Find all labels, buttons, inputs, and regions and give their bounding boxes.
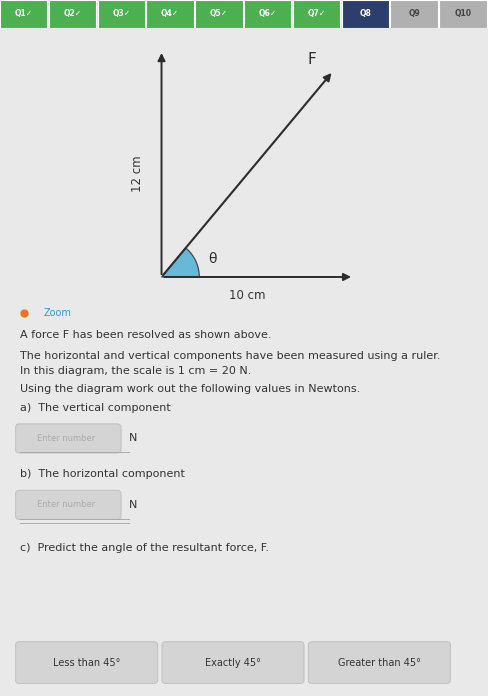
Bar bbox=[98, 0, 145, 28]
Text: Q1✓: Q1✓ bbox=[15, 10, 33, 18]
Text: Q7✓: Q7✓ bbox=[307, 10, 325, 18]
Text: θ: θ bbox=[208, 252, 217, 267]
Text: Q9: Q9 bbox=[408, 10, 420, 18]
FancyBboxPatch shape bbox=[162, 642, 304, 683]
FancyBboxPatch shape bbox=[308, 642, 450, 683]
Text: Exactly 45°: Exactly 45° bbox=[205, 658, 261, 667]
FancyBboxPatch shape bbox=[16, 491, 121, 519]
Bar bbox=[293, 0, 340, 28]
Text: N: N bbox=[129, 500, 138, 510]
Text: Q8: Q8 bbox=[359, 10, 371, 18]
Bar bbox=[195, 0, 243, 28]
Bar bbox=[244, 0, 291, 28]
Bar bbox=[49, 0, 96, 28]
Text: Q3✓: Q3✓ bbox=[112, 10, 130, 18]
Text: F: F bbox=[307, 52, 316, 67]
Text: Q2✓: Q2✓ bbox=[63, 10, 81, 18]
Text: The horizontal and vertical components have been measured using a ruler.: The horizontal and vertical components h… bbox=[20, 351, 440, 361]
Text: 12 cm: 12 cm bbox=[131, 156, 144, 192]
Text: In this diagram, the scale is 1 cm = 20 N.: In this diagram, the scale is 1 cm = 20 … bbox=[20, 365, 251, 376]
Text: A force F has been resolved as shown above.: A force F has been resolved as shown abo… bbox=[20, 331, 271, 340]
FancyBboxPatch shape bbox=[16, 642, 158, 683]
FancyBboxPatch shape bbox=[16, 424, 121, 453]
Text: Q5✓: Q5✓ bbox=[210, 10, 228, 18]
Bar bbox=[342, 0, 389, 28]
Text: 10 cm: 10 cm bbox=[229, 290, 265, 302]
Bar bbox=[0, 0, 47, 28]
Text: Less than 45°: Less than 45° bbox=[53, 658, 121, 667]
Text: Greater than 45°: Greater than 45° bbox=[338, 658, 421, 667]
Bar bbox=[146, 0, 194, 28]
Text: a)  The vertical component: a) The vertical component bbox=[20, 403, 170, 413]
Wedge shape bbox=[162, 248, 199, 277]
Text: Using the diagram work out the following values in Newtons.: Using the diagram work out the following… bbox=[20, 384, 360, 394]
Text: N: N bbox=[129, 434, 138, 443]
Text: c)  Predict the angle of the resultant force, F.: c) Predict the angle of the resultant fo… bbox=[20, 543, 268, 553]
Text: Zoom: Zoom bbox=[44, 308, 72, 317]
Bar bbox=[439, 0, 487, 28]
Bar bbox=[390, 0, 438, 28]
Text: Enter number: Enter number bbox=[37, 434, 95, 443]
Text: Q4✓: Q4✓ bbox=[161, 10, 179, 18]
Text: Enter number: Enter number bbox=[37, 500, 95, 509]
Text: b)  The horizontal component: b) The horizontal component bbox=[20, 470, 184, 480]
Text: Q10: Q10 bbox=[454, 10, 471, 18]
Text: Q6✓: Q6✓ bbox=[259, 10, 277, 18]
